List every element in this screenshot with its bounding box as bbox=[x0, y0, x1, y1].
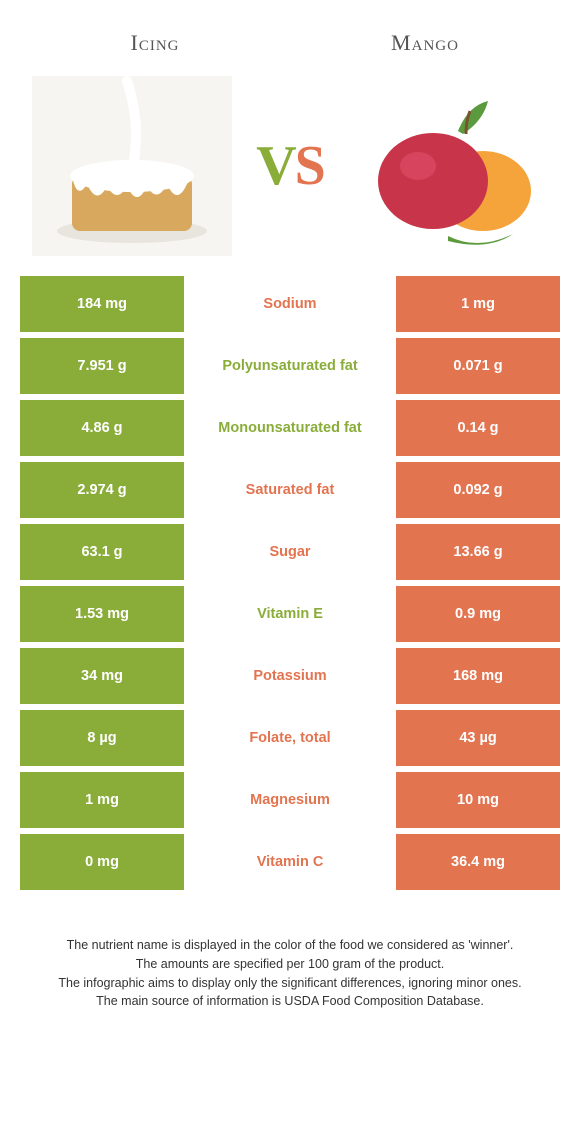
nutrient-name: Folate, total bbox=[184, 710, 396, 766]
table-row: 1.53 mgVitamin E0.9 mg bbox=[20, 586, 560, 642]
nutrient-name: Polyunsaturated fat bbox=[184, 338, 396, 394]
right-value: 0.071 g bbox=[396, 338, 560, 394]
nutrient-name: Vitamin C bbox=[184, 834, 396, 890]
header-right: Mango bbox=[290, 30, 560, 56]
table-row: 7.951 gPolyunsaturated fat0.071 g bbox=[20, 338, 560, 394]
footer-line-3: The infographic aims to display only the… bbox=[30, 974, 550, 993]
vs-s: S bbox=[295, 135, 324, 197]
right-value: 168 mg bbox=[396, 648, 560, 704]
icing-image bbox=[32, 76, 232, 256]
table-row: 184 mgSodium1 mg bbox=[20, 276, 560, 332]
footer-line-1: The nutrient name is displayed in the co… bbox=[30, 936, 550, 955]
left-value: 63.1 g bbox=[20, 524, 184, 580]
nutrient-name: Potassium bbox=[184, 648, 396, 704]
left-value: 7.951 g bbox=[20, 338, 184, 394]
right-value: 0.9 mg bbox=[396, 586, 560, 642]
left-value: 2.974 g bbox=[20, 462, 184, 518]
left-value: 4.86 g bbox=[20, 400, 184, 456]
left-value: 0 mg bbox=[20, 834, 184, 890]
nutrient-name: Sugar bbox=[184, 524, 396, 580]
nutrient-name: Sodium bbox=[184, 276, 396, 332]
left-value: 1.53 mg bbox=[20, 586, 184, 642]
table-row: 1 mgMagnesium10 mg bbox=[20, 772, 560, 828]
footer-line-4: The main source of information is USDA F… bbox=[30, 992, 550, 1011]
table-row: 4.86 gMonounsaturated fat0.14 g bbox=[20, 400, 560, 456]
left-value: 1 mg bbox=[20, 772, 184, 828]
right-value: 43 µg bbox=[396, 710, 560, 766]
left-value: 34 mg bbox=[20, 648, 184, 704]
header-left: Icing bbox=[20, 30, 290, 56]
left-value: 8 µg bbox=[20, 710, 184, 766]
footer-line-2: The amounts are specified per 100 gram o… bbox=[30, 955, 550, 974]
nutrient-table: 184 mgSodium1 mg7.951 gPolyunsaturated f… bbox=[20, 276, 560, 890]
image-row: VS bbox=[0, 66, 580, 276]
right-value: 0.14 g bbox=[396, 400, 560, 456]
mango-icon bbox=[348, 76, 548, 256]
right-value: 13.66 g bbox=[396, 524, 560, 580]
cake-icon bbox=[32, 76, 232, 256]
vs-label: VS bbox=[256, 134, 324, 198]
footer-notes: The nutrient name is displayed in the co… bbox=[0, 896, 580, 1041]
table-row: 34 mgPotassium168 mg bbox=[20, 648, 560, 704]
nutrient-name: Magnesium bbox=[184, 772, 396, 828]
table-row: 8 µgFolate, total43 µg bbox=[20, 710, 560, 766]
table-row: 2.974 gSaturated fat0.092 g bbox=[20, 462, 560, 518]
right-value: 1 mg bbox=[396, 276, 560, 332]
mango-image bbox=[348, 76, 548, 256]
nutrient-name: Monounsaturated fat bbox=[184, 400, 396, 456]
nutrient-name: Saturated fat bbox=[184, 462, 396, 518]
vs-v: V bbox=[256, 135, 294, 197]
right-value: 10 mg bbox=[396, 772, 560, 828]
right-value: 0.092 g bbox=[396, 462, 560, 518]
right-value: 36.4 mg bbox=[396, 834, 560, 890]
table-row: 0 mgVitamin C36.4 mg bbox=[20, 834, 560, 890]
header-row: Icing Mango bbox=[0, 0, 580, 66]
nutrient-name: Vitamin E bbox=[184, 586, 396, 642]
table-row: 63.1 gSugar13.66 g bbox=[20, 524, 560, 580]
left-value: 184 mg bbox=[20, 276, 184, 332]
